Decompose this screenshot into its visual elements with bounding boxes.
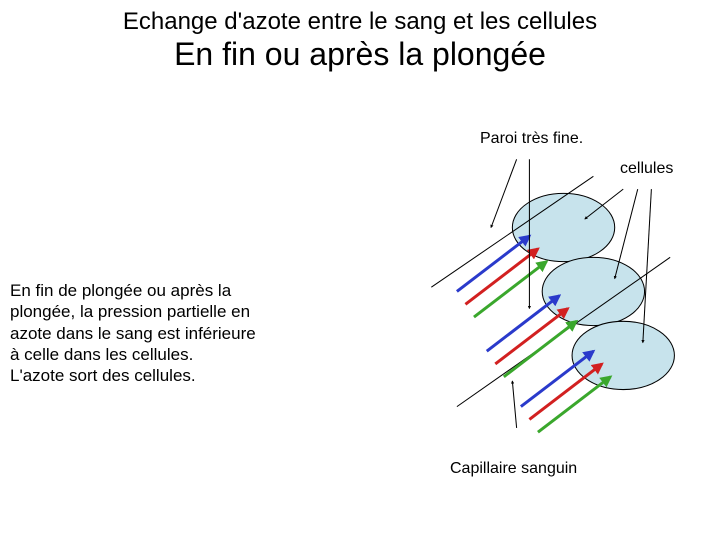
- pointer-cellules: [643, 189, 652, 343]
- title-line-2: En fin ou après la plongée: [0, 36, 720, 73]
- label-capillaire: Capillaire sanguin: [450, 460, 577, 478]
- cell-ellipse: [512, 193, 614, 261]
- slide: Echange d'azote entre le sang et les cel…: [0, 0, 720, 540]
- title-line-1: Echange d'azote entre le sang et les cel…: [0, 8, 720, 36]
- body-text: En fin de plongée ou après la plongée, l…: [10, 280, 350, 386]
- label-paroi: Paroi très fine.: [480, 130, 583, 148]
- pointer-capillaire: [512, 381, 516, 428]
- pointer-paroi: [491, 159, 517, 227]
- cells-layer: [512, 193, 674, 389]
- exchange-diagram: [400, 155, 710, 445]
